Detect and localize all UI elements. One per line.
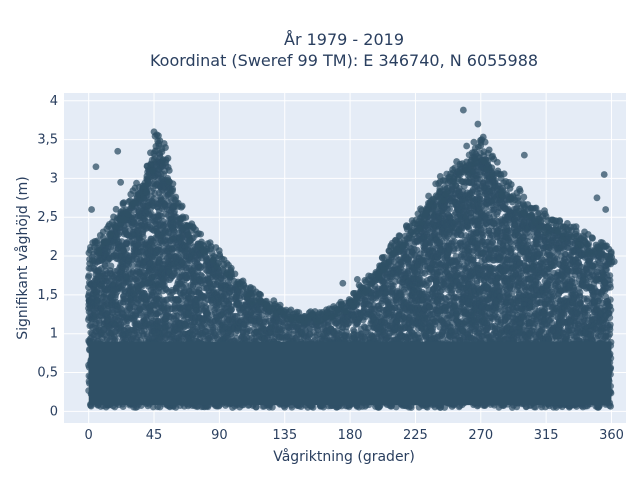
- data-points: [85, 106, 618, 411]
- data-point: [139, 233, 147, 241]
- data-point: [123, 245, 131, 252]
- data-point: [85, 273, 92, 281]
- data-point: [137, 309, 145, 317]
- chart-subtitle: Koordinat (Sweref 99 TM): E 346740, N 60…: [150, 51, 538, 70]
- chart-title: År 1979 - 2019: [284, 30, 404, 49]
- data-point: [112, 335, 119, 342]
- data-point: [128, 261, 136, 269]
- data-point: [107, 262, 115, 270]
